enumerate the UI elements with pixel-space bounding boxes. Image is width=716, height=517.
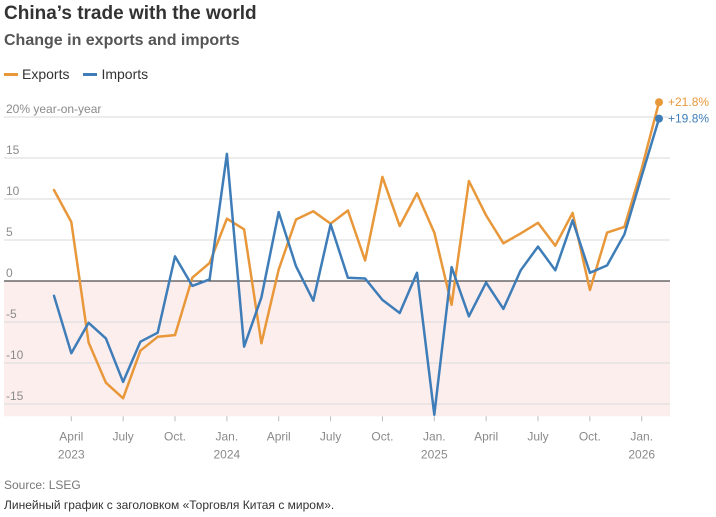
y-tick-label: -5 [6, 307, 17, 321]
x-tick-label: April [474, 429, 498, 443]
chart-title: China’s trade with the world [4, 3, 257, 24]
legend: Exports Imports [4, 66, 148, 82]
legend-swatch-exports [4, 72, 18, 76]
x-tick-label: April [59, 429, 83, 443]
end-point-exports [655, 98, 663, 107]
x-tick-label: Oct. [579, 429, 601, 443]
y-tick-label: 20% year-on-year [6, 102, 101, 116]
x-year-label: 2024 [214, 447, 241, 461]
y-tick-label: 10 [6, 184, 20, 198]
chart-subtitle: Change in exports and imports [4, 32, 240, 49]
line-chart: -15 -10 -5 0 5 10 15 20% year-on-year April 2023 J… [4, 95, 709, 461]
y-tick-label: 5 [6, 225, 13, 239]
x-tick-label: July [112, 429, 133, 443]
legend-swatch-imports [83, 72, 98, 76]
series-line-imports [52, 117, 661, 416]
source-note: Source: LSEG [4, 478, 81, 492]
series-line-exports [52, 100, 661, 400]
end-label-imports: +19.8% [668, 112, 709, 126]
x-tick-label: Jan. [423, 429, 446, 443]
x-tick-label: Jan. [216, 429, 239, 443]
x-year-label: 2023 [58, 447, 85, 461]
end-label-exports: +21.8% [668, 95, 709, 109]
x-tick-label: April [267, 429, 291, 443]
x-tick-label: July [527, 429, 548, 443]
x-year-label: 2026 [628, 447, 655, 461]
x-tick-label: July [320, 429, 341, 443]
legend-label-imports: Imports [101, 66, 149, 82]
legend-item-imports: Imports [83, 66, 148, 82]
chart-caption: Линейный график с заголовком «Торговля К… [4, 498, 335, 512]
y-tick-label: -10 [6, 348, 24, 362]
x-tick-label: Jan. [630, 429, 653, 443]
negative-band [4, 281, 670, 417]
y-tick-label: -15 [6, 389, 24, 403]
legend-label-exports: Exports [22, 66, 70, 82]
y-tick-label: 0 [6, 266, 13, 280]
y-tick-label: 15 [6, 143, 20, 157]
end-point-imports [655, 114, 663, 123]
legend-item-exports: Exports [4, 66, 69, 82]
x-tick-label: Oct. [371, 429, 393, 443]
x-tick-label: Oct. [164, 429, 186, 443]
x-year-label: 2025 [421, 447, 448, 461]
